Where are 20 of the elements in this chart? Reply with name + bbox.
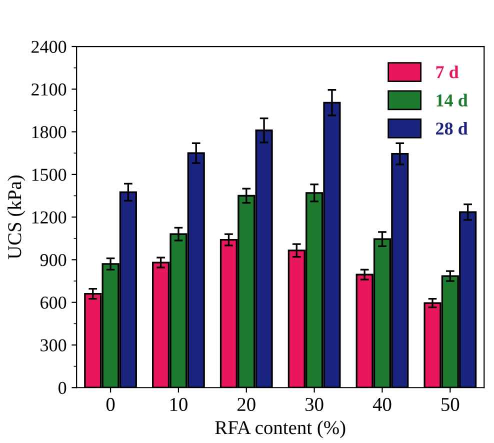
legend-label: 7 d <box>436 66 459 78</box>
x-tick-label: 0 <box>106 398 115 412</box>
legend-label: 28 d <box>436 122 468 135</box>
y-tick-label: 300 <box>40 339 66 352</box>
y-tick-label: 2100 <box>32 83 66 96</box>
y-tick-label: 1500 <box>32 168 66 181</box>
legend-label: 14 d <box>436 94 468 107</box>
x-tick-label: 50 <box>442 398 460 412</box>
x-tick-label: 20 <box>238 398 256 412</box>
y-tick-label: 900 <box>40 254 66 266</box>
x-tick-label: 10 <box>170 398 188 412</box>
x-tick-label: 40 <box>372 398 392 412</box>
y-tick-label: 600 <box>40 296 66 309</box>
y-tick-label: 1800 <box>32 126 66 138</box>
x-tick-label: 30 <box>306 398 324 412</box>
y-tick-label: 2400 <box>32 40 66 53</box>
y-axis-title: UCS (kPa) <box>8 176 26 260</box>
y-tick-label: 1200 <box>32 211 66 224</box>
x-axis-title: RFA content (%) <box>215 420 346 438</box>
y-tick-label: 0 <box>58 382 66 394</box>
